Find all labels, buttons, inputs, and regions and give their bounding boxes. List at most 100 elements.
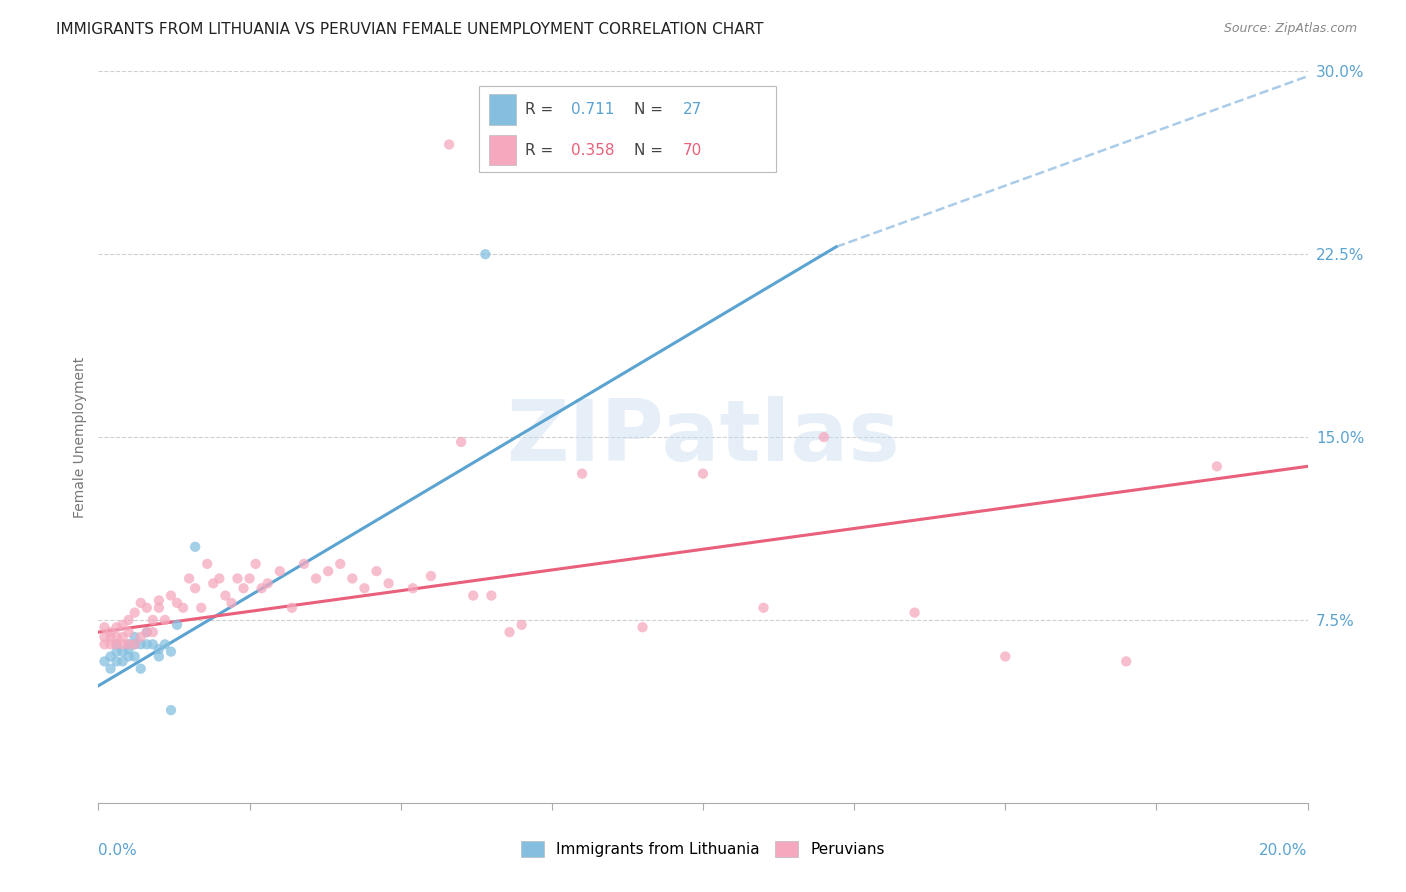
Point (93, 654, 115, 668)
Point (124, 630, 146, 644)
Legend: Immigrants from Lithuania, Peruvians: Immigrants from Lithuania, Peruvians (522, 841, 884, 857)
Point (142, 637, 165, 651)
Text: 27: 27 (682, 102, 702, 117)
Point (292, 557, 315, 571)
Point (118, 642, 141, 657)
Text: 0.0%: 0.0% (98, 843, 138, 858)
Point (100, 630, 122, 644)
Point (1206, 459, 1229, 474)
Point (463, 589, 485, 603)
Point (904, 606, 927, 620)
Point (135, 625, 157, 640)
Point (420, 569, 443, 583)
Point (100, 625, 122, 640)
Point (105, 620, 128, 634)
Point (305, 572, 328, 586)
Point (481, 589, 503, 603)
Y-axis label: Female Unemployment: Female Unemployment (73, 357, 87, 517)
Point (135, 600, 157, 615)
Text: 0.711: 0.711 (571, 102, 614, 117)
Point (100, 662, 122, 676)
Text: 70: 70 (682, 143, 702, 158)
Point (190, 600, 212, 615)
Point (184, 581, 207, 595)
Point (124, 637, 146, 651)
Point (232, 581, 254, 595)
Point (202, 576, 225, 591)
Point (93, 620, 115, 634)
Point (148, 649, 170, 664)
Point (124, 637, 146, 651)
Text: 0.358: 0.358 (571, 143, 614, 158)
Point (221, 596, 243, 610)
Point (510, 617, 533, 632)
Point (692, 467, 714, 481)
Point (342, 572, 364, 586)
Point (153, 637, 176, 651)
Point (129, 630, 152, 644)
Point (111, 617, 134, 632)
Point (208, 572, 231, 586)
Point (118, 637, 141, 651)
Point (752, 600, 775, 615)
Point (111, 654, 134, 668)
Point (100, 649, 122, 664)
Point (148, 600, 170, 615)
Point (118, 613, 141, 627)
Point (437, 137, 460, 152)
Point (239, 572, 262, 586)
Text: ZIPatlas: ZIPatlas (506, 395, 900, 479)
Point (160, 703, 183, 717)
Point (402, 581, 425, 595)
FancyBboxPatch shape (489, 135, 516, 165)
Point (166, 596, 188, 610)
Text: N =: N = (634, 143, 668, 158)
Point (172, 600, 194, 615)
Point (1115, 654, 1137, 668)
Point (813, 430, 835, 444)
Point (93, 637, 115, 651)
Point (129, 637, 152, 651)
Point (105, 645, 128, 659)
Text: Source: ZipAtlas.com: Source: ZipAtlas.com (1223, 22, 1357, 36)
Point (269, 564, 291, 578)
Point (195, 557, 218, 571)
Point (160, 645, 183, 659)
Text: 20.0%: 20.0% (1260, 843, 1308, 858)
Point (571, 467, 593, 481)
Point (245, 557, 267, 571)
Point (93, 630, 115, 644)
Point (148, 593, 170, 607)
Point (105, 637, 128, 651)
Point (631, 620, 654, 634)
Point (214, 589, 236, 603)
Point (105, 637, 128, 651)
Point (366, 564, 388, 578)
FancyBboxPatch shape (479, 86, 776, 172)
Point (118, 625, 141, 640)
Point (160, 589, 183, 603)
Point (281, 600, 304, 615)
Point (148, 642, 170, 657)
Text: IMMIGRANTS FROM LITHUANIA VS PERUVIAN FEMALE UNEMPLOYMENT CORRELATION CHART: IMMIGRANTS FROM LITHUANIA VS PERUVIAN FE… (56, 22, 763, 37)
Point (166, 617, 188, 632)
Point (226, 572, 249, 586)
Point (450, 434, 472, 449)
Text: R =: R = (526, 143, 558, 158)
Point (111, 630, 134, 644)
Point (118, 637, 141, 651)
Point (118, 649, 141, 664)
Point (100, 637, 122, 651)
Point (142, 613, 165, 627)
Point (105, 630, 128, 644)
Point (124, 606, 146, 620)
Point (474, 247, 496, 261)
Point (377, 576, 399, 591)
Point (111, 637, 134, 651)
Point (256, 576, 278, 591)
Point (250, 581, 273, 595)
Point (316, 564, 339, 578)
Point (179, 572, 201, 586)
Point (353, 581, 375, 595)
Point (329, 557, 352, 571)
